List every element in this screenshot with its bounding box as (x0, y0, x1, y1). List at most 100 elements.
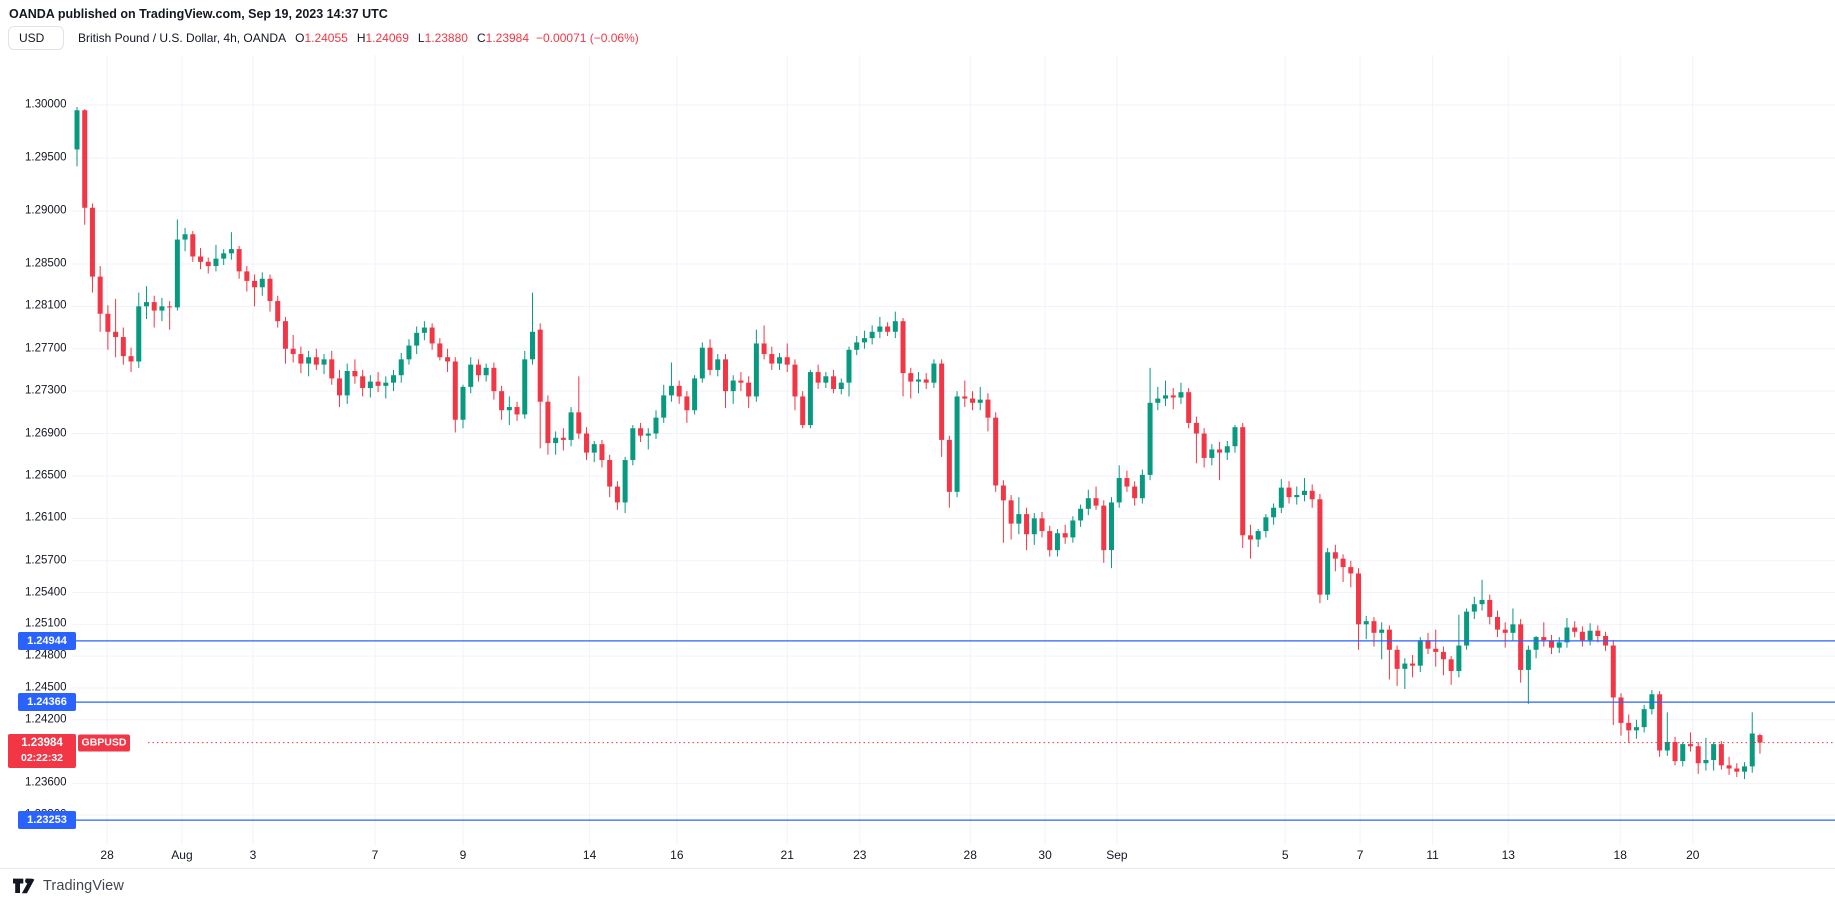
candle (275, 301, 281, 322)
candle (1147, 402, 1153, 475)
candle (1062, 533, 1068, 538)
time-axis-label: 13 (1501, 848, 1515, 862)
candle (221, 253, 227, 259)
candle (1494, 616, 1500, 630)
candle (707, 347, 713, 370)
time-axis-label: 14 (582, 848, 597, 862)
currency-button[interactable]: USD (8, 26, 64, 50)
candle (545, 401, 551, 444)
candle (398, 359, 404, 376)
candlestick-plot (72, 55, 1835, 845)
candle (1510, 624, 1516, 633)
price-axis-label: 1.26500 (25, 469, 70, 483)
time-axis-label: 28 (100, 848, 114, 862)
candle (1317, 499, 1323, 595)
candle (1487, 599, 1493, 617)
change-value: −0.00071 (−0.06%) (536, 31, 639, 45)
candle (645, 433, 651, 436)
chart-canvas[interactable] (0, 55, 1835, 845)
price-axis-label: 1.26100 (25, 511, 70, 525)
candle (475, 364, 481, 376)
current-price-label: 1.23984 02:22:32 (8, 733, 76, 768)
candle (1070, 520, 1076, 538)
candle (105, 313, 111, 332)
candle (1008, 500, 1014, 524)
candle (1124, 478, 1130, 487)
level-price-label: 1.24366 (18, 693, 76, 712)
candle (1078, 508, 1084, 521)
price-axis-label: 1.23600 (25, 776, 70, 790)
candle (885, 326, 891, 332)
symbol-price-tag: GBPUSD (78, 734, 130, 752)
candle (807, 372, 813, 426)
candle (1703, 760, 1709, 764)
time-axis-label: 9 (459, 848, 467, 862)
candle (1595, 630, 1601, 636)
candle (375, 381, 381, 386)
brand-name[interactable]: TradingView (43, 877, 124, 894)
candle (1201, 433, 1207, 458)
price-axis-label: 1.29000 (25, 204, 70, 218)
high-label: H (356, 31, 366, 45)
candle (1356, 573, 1362, 625)
candle (1410, 663, 1416, 666)
candle (738, 380, 744, 383)
candle (1502, 629, 1508, 633)
attribution-text: OANDA published on TradingView.com, Sep … (9, 7, 388, 21)
time-axis-label: 18 (1613, 848, 1627, 862)
candle (854, 342, 860, 350)
candle (1672, 742, 1678, 762)
tradingview-logo-icon[interactable] (13, 876, 36, 896)
candle (174, 239, 180, 308)
candle (159, 306, 165, 311)
time-axis-label: 3 (249, 848, 257, 862)
candle (1556, 642, 1562, 648)
candle (1047, 531, 1053, 551)
candle (491, 367, 497, 392)
candle (730, 380, 736, 392)
candle (1155, 398, 1161, 403)
candle (954, 396, 960, 492)
candle (792, 364, 798, 397)
candle (931, 363, 937, 383)
candle (499, 391, 505, 411)
candle (591, 444, 597, 453)
candle (1294, 495, 1300, 498)
candle (607, 460, 613, 487)
candle (1610, 645, 1616, 698)
candle (198, 256, 204, 262)
candle (360, 376, 366, 388)
candle (599, 444, 605, 461)
candle (622, 460, 628, 503)
ohlc-low: L1.23880 (418, 31, 468, 45)
candle (1525, 649, 1531, 670)
candle (699, 347, 705, 379)
candle (692, 378, 698, 411)
candle (367, 381, 373, 388)
candle (1186, 392, 1192, 423)
candle (1271, 507, 1277, 518)
time-axis-label: 7 (1356, 848, 1364, 862)
candle (1680, 744, 1686, 762)
candle (336, 378, 342, 396)
candle (1232, 427, 1238, 447)
candle (784, 357, 790, 365)
candle (1325, 552, 1331, 595)
candle (205, 261, 211, 267)
candle (1657, 694, 1663, 751)
price-axis-label: 1.25700 (25, 554, 70, 568)
candle (1363, 621, 1369, 625)
price-axis-label: 1.24200 (25, 713, 70, 727)
time-axis-label: 20 (1686, 848, 1700, 862)
candle (1379, 629, 1385, 633)
ohlc-close: C1.23984 (477, 31, 529, 45)
candle (877, 326, 883, 332)
price-axis-label: 1.25100 (25, 617, 70, 631)
candle (638, 428, 644, 436)
candle (506, 407, 512, 411)
candle (1054, 533, 1060, 551)
candle (1301, 490, 1307, 496)
candle (861, 338, 867, 343)
candle (1255, 531, 1261, 540)
